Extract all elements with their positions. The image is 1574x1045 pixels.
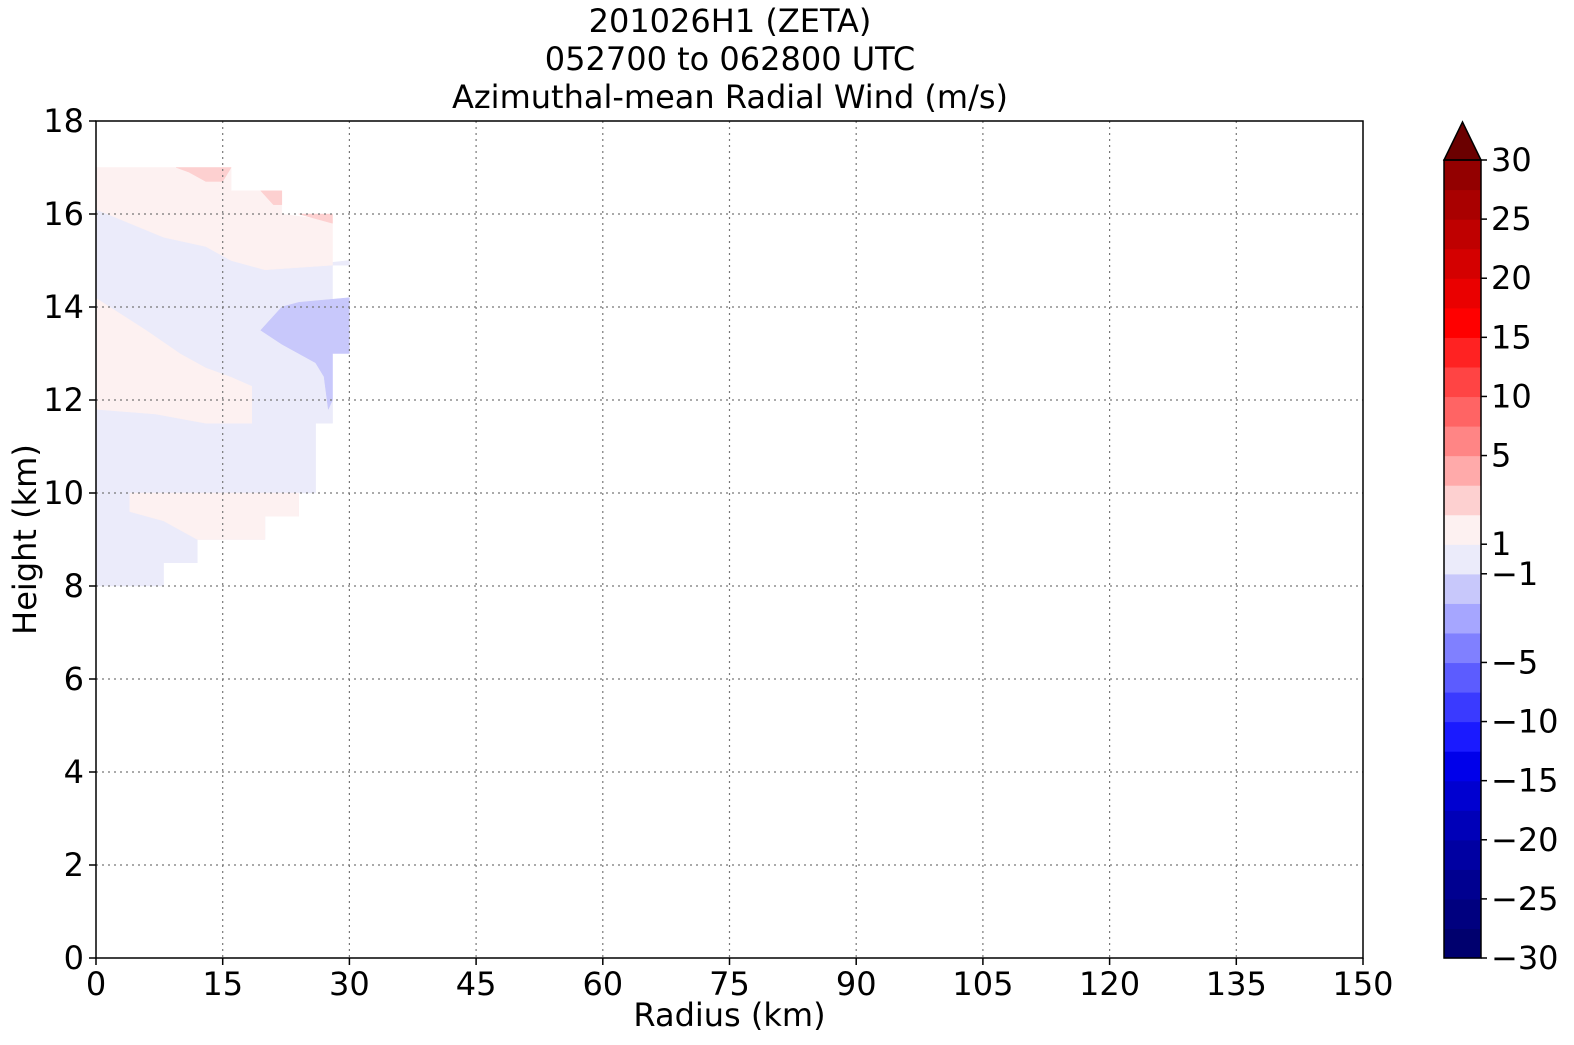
y-tick-label: 12: [43, 381, 84, 419]
colorbar-band: [1444, 898, 1481, 930]
colorbar-band: [1444, 928, 1481, 959]
colorbar-band: [1444, 426, 1481, 457]
y-tick-label: 18: [43, 102, 84, 140]
colorbar-band: [1444, 692, 1481, 723]
colorbar-band: [1444, 160, 1481, 191]
colorbar-tick-label: 5: [1491, 437, 1511, 475]
colorbar-tick-label: 30: [1491, 141, 1532, 179]
colorbar-band: [1444, 632, 1481, 664]
x-tick-label: 15: [202, 965, 243, 1003]
y-axis: 0 2 4 6 8 10 12 14 16 18: [43, 102, 96, 977]
colorbar-band: [1444, 603, 1481, 634]
colorbar-tick-label: −30: [1491, 939, 1559, 977]
x-axis-label: Radius (km): [633, 996, 825, 1034]
x-tick-label: 135: [1206, 965, 1267, 1003]
y-tick-label: 6: [64, 660, 84, 698]
colorbar-tick-label: −10: [1491, 703, 1559, 741]
colorbar-band: [1444, 455, 1481, 486]
colorbar-band: [1444, 366, 1481, 398]
colorbar-band: [1444, 544, 1481, 575]
colorbar-tick-label: 15: [1491, 318, 1532, 356]
chart-title: 201026H1 (ZETA) 052700 to 062800 UTC Azi…: [96, 2, 1364, 116]
contour-region-top-outflow-core-3: [298, 213, 333, 224]
colorbar-band: [1444, 248, 1481, 279]
x-tick-label: 0: [86, 965, 106, 1003]
contour-region-top-outflow-core: [176, 167, 232, 182]
colorbar-tick-label: −25: [1491, 880, 1559, 918]
x-axis: 0 15 30 45 60 75 90 105 120 135 150: [86, 958, 1394, 1003]
colorbar-tick-label: −15: [1491, 762, 1559, 800]
x-tick-label: 105: [952, 965, 1013, 1003]
colorbar-tick-label: 25: [1491, 200, 1532, 238]
colorbar-band: [1444, 780, 1481, 811]
colorbar-band: [1444, 573, 1481, 604]
x-tick-label: 150: [1332, 965, 1393, 1003]
colorbar-tick-label: 1: [1491, 525, 1511, 563]
x-tick-label: 75: [709, 965, 750, 1003]
colorbar-band: [1444, 662, 1481, 693]
colorbar-band: [1444, 810, 1481, 841]
colorbar-tick-label: −20: [1491, 821, 1559, 859]
x-tick-label: 30: [329, 965, 370, 1003]
x-tick-label: 60: [582, 965, 623, 1003]
colorbar-band: [1444, 514, 1481, 545]
colorbar-band: [1444, 751, 1481, 782]
y-tick-label: 2: [64, 846, 84, 884]
colorbar-tick-label: 20: [1491, 259, 1532, 297]
y-tick-label: 0: [64, 939, 84, 977]
y-tick-label: 4: [64, 753, 84, 791]
contour-region-upper-inflow-core: [260, 297, 350, 411]
colorbar-band: [1444, 839, 1481, 870]
colorbar-band: [1444, 219, 1481, 250]
colorbar-band: [1444, 721, 1481, 752]
y-tick-label: 16: [43, 195, 84, 233]
title-line-2: 052700 to 062800 UTC: [544, 40, 916, 78]
title-line-1: 201026H1 (ZETA): [588, 2, 872, 40]
colorbar-band: [1444, 485, 1481, 516]
colorbar-band: [1444, 189, 1481, 220]
y-tick-label: 10: [43, 474, 84, 512]
x-tick-label: 120: [1079, 965, 1140, 1003]
x-tick-label: 90: [836, 965, 877, 1003]
title-line-3: Azimuthal-mean Radial Wind (m/s): [451, 78, 1009, 116]
x-tick-label: 45: [456, 965, 497, 1003]
colorbar-tick-label: 10: [1491, 377, 1532, 415]
grid-lines: [96, 121, 1363, 958]
colorbar-band: [1444, 396, 1481, 427]
y-tick-label: 8: [64, 567, 84, 605]
y-axis-label: Height (km): [6, 444, 44, 635]
colorbar-band: [1444, 869, 1481, 900]
colorbar-band: [1444, 337, 1481, 368]
colorbar-tick-label: −5: [1491, 643, 1538, 681]
colorbar-band: [1444, 278, 1481, 309]
plot-regions: [95, 167, 350, 587]
colorbar-band: [1444, 307, 1481, 338]
colorbar-frame: [1443, 159, 1482, 959]
contour-region-low-outflow: [129, 492, 299, 540]
colorbar-extend-arrow: [1442, 120, 1483, 161]
colorbar: 30 25 20 15 10 5 1−1 −5 −10 −15 −20 −25 −30: [1442, 120, 1559, 977]
y-tick-label: 14: [43, 288, 84, 326]
colorbar-tick-label: −1: [1491, 555, 1538, 593]
contour-region-top-outflow-core-2: [260, 190, 283, 205]
